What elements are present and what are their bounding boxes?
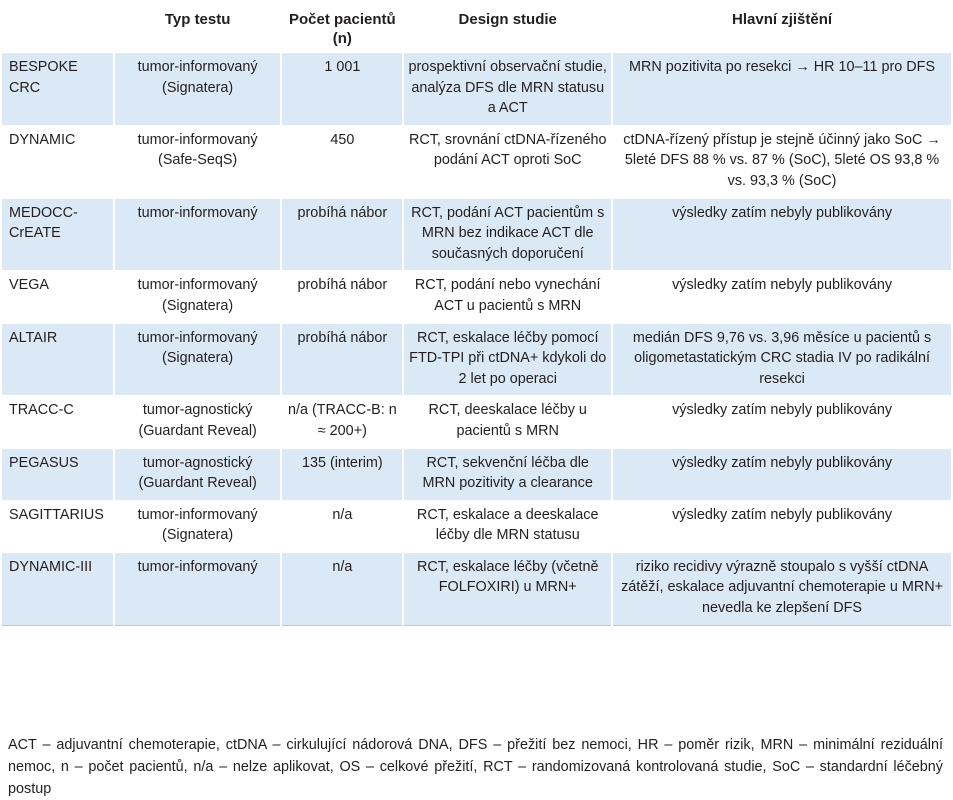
table-header-row: Typ testu Počet pacientů (n) Design stud… xyxy=(2,6,951,52)
table-footnote: ACT – adjuvantní chemoterapie, ctDNA – c… xyxy=(8,737,943,797)
table-row: DYNAMIC-III tumor-informovaný n/a RCT, e… xyxy=(2,551,951,626)
cell-study-design: RCT, deeskalace léčby u pacientů s MRN xyxy=(404,395,612,447)
table-row: PEGASUS tumor-agnostický (Guardant Revea… xyxy=(2,447,951,500)
cell-patient-count: 1 001 xyxy=(282,52,403,125)
table-row: TRACC-C tumor-agnostický (Guardant Revea… xyxy=(2,395,951,447)
cell-patient-count: probíhá nábor xyxy=(282,322,403,396)
cell-main-finding: výsledky zatím nebyly publikovány xyxy=(613,447,951,500)
cell-patient-count: n/a (TRACC-B: n ≈ 200+) xyxy=(282,395,403,447)
cell-study-design: prospektivní observační studie, analýza … xyxy=(404,52,612,125)
table-row: BESPOKE CRC tumor-informovaný (Signatera… xyxy=(2,52,951,125)
cell-study-design: RCT, srovnání ctDNA-řízeného podání ACT … xyxy=(404,124,612,198)
table-row: ALTAIR tumor-informovaný (Signatera) pro… xyxy=(2,322,951,396)
cell-patient-count: probíhá nábor xyxy=(282,197,403,271)
cell-study-name: MEDOCC-CrEATE xyxy=(2,197,113,271)
cell-patient-count: 135 (interim) xyxy=(282,447,403,500)
cell-test-type: tumor-informovaný (Signatera) xyxy=(114,322,281,396)
cell-patient-count: probíhá nábor xyxy=(282,270,403,322)
cell-main-finding: MRN pozitivita po resekci → HR 10–11 pro… xyxy=(613,52,951,125)
cell-study-name: VEGA xyxy=(2,270,113,322)
cell-main-finding: medián DFS 9,76 vs. 3,96 měsíce u pacien… xyxy=(613,322,951,396)
cell-test-type: tumor-informovaný (Signatera) xyxy=(114,499,281,552)
study-table: Typ testu Počet pacientů (n) Design stud… xyxy=(0,6,953,626)
cell-study-design: RCT, eskalace a deeskalace léčby dle MRN… xyxy=(404,499,612,552)
table-row: MEDOCC-CrEATE tumor-informovaný probíhá … xyxy=(2,197,951,271)
cell-study-design: RCT, sekvenční léčba dle MRN pozitivity … xyxy=(404,447,612,500)
cell-test-type: tumor-informovaný xyxy=(114,197,281,271)
header-patient-count: Počet pacientů (n) xyxy=(288,11,396,47)
cell-study-name: BESPOKE CRC xyxy=(2,52,113,125)
cell-study-design: RCT, eskalace léčby pomocí FTD-TPI při c… xyxy=(404,322,612,396)
cell-patient-count: n/a xyxy=(282,499,403,552)
cell-main-finding: výsledky zatím nebyly publikovány xyxy=(613,395,951,447)
cell-patient-count: n/a xyxy=(282,551,403,626)
header-study-design: Design studie xyxy=(458,11,557,28)
cell-study-name: TRACC-C xyxy=(2,395,113,447)
table-row: SAGITTARIUS tumor-informovaný (Signatera… xyxy=(2,499,951,552)
cell-test-type: tumor-agnostický (Guardant Reveal) xyxy=(114,447,281,500)
cell-study-design: RCT, eskalace léčby (včetně FOLFOXIRI) u… xyxy=(404,551,612,626)
header-study xyxy=(2,6,113,52)
cell-study-design: RCT, podání ACT pacientům s MRN bez indi… xyxy=(404,197,612,271)
cell-test-type: tumor-informovaný xyxy=(114,551,281,626)
cell-study-name: DYNAMIC xyxy=(2,124,113,198)
cell-main-finding: výsledky zatím nebyly publikovány xyxy=(613,197,951,271)
cell-main-finding: výsledky zatím nebyly publikovány xyxy=(613,270,951,322)
table-row: DYNAMIC tumor-informovaný (Safe-SeqS) 45… xyxy=(2,124,951,198)
cell-main-finding: výsledky zatím nebyly publikovány xyxy=(613,499,951,552)
cell-main-finding: riziko recidivy výrazně stoupalo s vyšší… xyxy=(613,551,951,626)
cell-test-type: tumor-informovaný (Signatera) xyxy=(114,270,281,322)
cell-study-design: RCT, podání nebo vynechání ACT u pacient… xyxy=(404,270,612,322)
cell-main-finding: ctDNA-řízený přístup je stejně účinný ja… xyxy=(613,124,951,198)
cell-study-name: ALTAIR xyxy=(2,322,113,396)
table-row: VEGA tumor-informovaný (Signatera) probí… xyxy=(2,270,951,322)
cell-test-type: tumor-informovaný (Safe-SeqS) xyxy=(114,124,281,198)
header-main-findings: Hlavní zjištění xyxy=(732,11,833,28)
cell-patient-count: 450 xyxy=(282,124,403,198)
cell-test-type: tumor-agnostický (Guardant Reveal) xyxy=(114,395,281,447)
cell-test-type: tumor-informovaný (Signatera) xyxy=(114,52,281,125)
header-test-type: Typ testu xyxy=(164,11,231,28)
cell-study-name: PEGASUS xyxy=(2,447,113,500)
cell-study-name: SAGITTARIUS xyxy=(2,499,113,552)
cell-study-name: DYNAMIC-III xyxy=(2,551,113,626)
